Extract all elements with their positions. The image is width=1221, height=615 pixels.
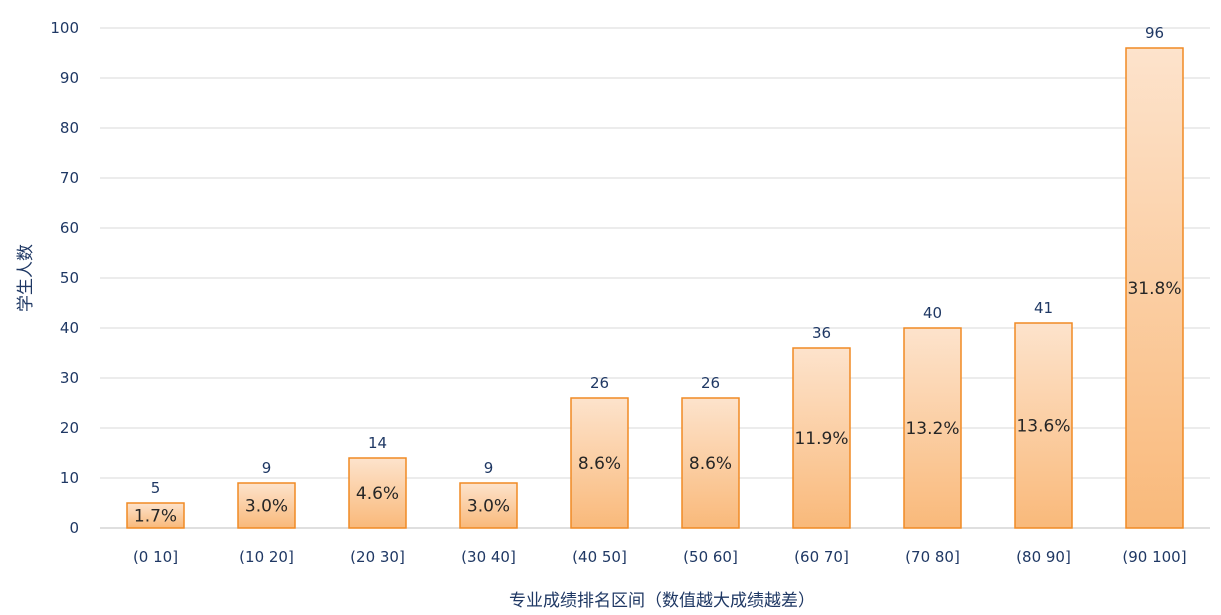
y-tick-label: 70 (60, 169, 79, 187)
x-tick-label: (30 40] (461, 548, 516, 566)
x-axis-title: 专业成绩排名区间（数值越大成绩越差） (509, 591, 815, 611)
x-tick-label: (40 50] (572, 548, 627, 566)
bar (459, 482, 518, 529)
x-tick-label: (90 100] (1122, 548, 1186, 566)
bar-percent-label: 4.6% (356, 484, 399, 504)
bar-value-label: 5 (151, 479, 161, 497)
bar-value-label: 9 (262, 459, 272, 477)
y-tick-label: 60 (60, 219, 79, 237)
x-tick-label: (50 60] (683, 548, 738, 566)
y-axis-ticks: 0 10 20 30 40 50 60 70 80 90 100 (50, 19, 79, 537)
x-tick-label: (80 90] (1016, 548, 1071, 566)
y-tick-label: 50 (60, 269, 79, 287)
bar (1014, 322, 1073, 529)
bar-percent-label: 8.6% (689, 454, 732, 474)
bar-value-label: 40 (923, 304, 942, 322)
bar-value-label: 26 (590, 374, 609, 392)
bar (348, 457, 407, 529)
x-tick-label: (20 30] (350, 548, 405, 566)
y-tick-label: 10 (60, 469, 79, 487)
bar-value-label: 41 (1034, 299, 1053, 317)
bar-percent-label: 13.6% (1016, 417, 1070, 437)
x-axis-ticks: (0 10] (10 20] (20 30] (30 40] (40 50] (50 60… (133, 548, 1187, 566)
bar-value-label: 26 (701, 374, 720, 392)
percent-labels: 1.7% 3.0% 4.6% 3.0% 8.6% 8.6% 11.9% 13.2% 13.6% 3… (134, 279, 1182, 527)
bar (681, 397, 740, 529)
bar-value-label: 9 (484, 459, 494, 477)
y-tick-label: 30 (60, 369, 79, 387)
bar-percent-label: 13.2% (905, 419, 959, 439)
bar-value-label: 14 (368, 434, 387, 452)
bar-value-label: 96 (1145, 24, 1164, 42)
bar-percent-label: 31.8% (1127, 279, 1181, 299)
x-tick-label: (10 20] (239, 548, 294, 566)
grid-lines (100, 27, 1210, 529)
value-labels: 5 9 14 9 26 26 36 40 41 96 (151, 24, 1164, 497)
bar (792, 347, 851, 529)
y-tick-label: 80 (60, 119, 79, 137)
y-tick-label: 20 (60, 419, 79, 437)
bar (237, 482, 296, 529)
bar (570, 397, 629, 529)
bar-percent-label: 11.9% (794, 429, 848, 449)
bar (1125, 47, 1184, 529)
y-axis-title: 学生人数 (16, 244, 36, 312)
bar-percent-label: 1.7% (134, 507, 177, 527)
x-tick-label: (70 80] (905, 548, 960, 566)
bars (126, 47, 1184, 529)
bar-percent-label: 3.0% (467, 497, 510, 517)
bar-value-label: 36 (812, 324, 831, 342)
bar (126, 502, 185, 529)
x-tick-label: (60 70] (794, 548, 849, 566)
y-tick-label: 100 (50, 19, 79, 37)
bar-percent-label: 8.6% (578, 454, 621, 474)
x-tick-label: (0 10] (133, 548, 178, 566)
y-tick-label: 0 (69, 519, 79, 537)
y-tick-label: 90 (60, 69, 79, 87)
bar (903, 327, 962, 529)
y-tick-label: 40 (60, 319, 79, 337)
bar-percent-label: 3.0% (245, 497, 288, 517)
